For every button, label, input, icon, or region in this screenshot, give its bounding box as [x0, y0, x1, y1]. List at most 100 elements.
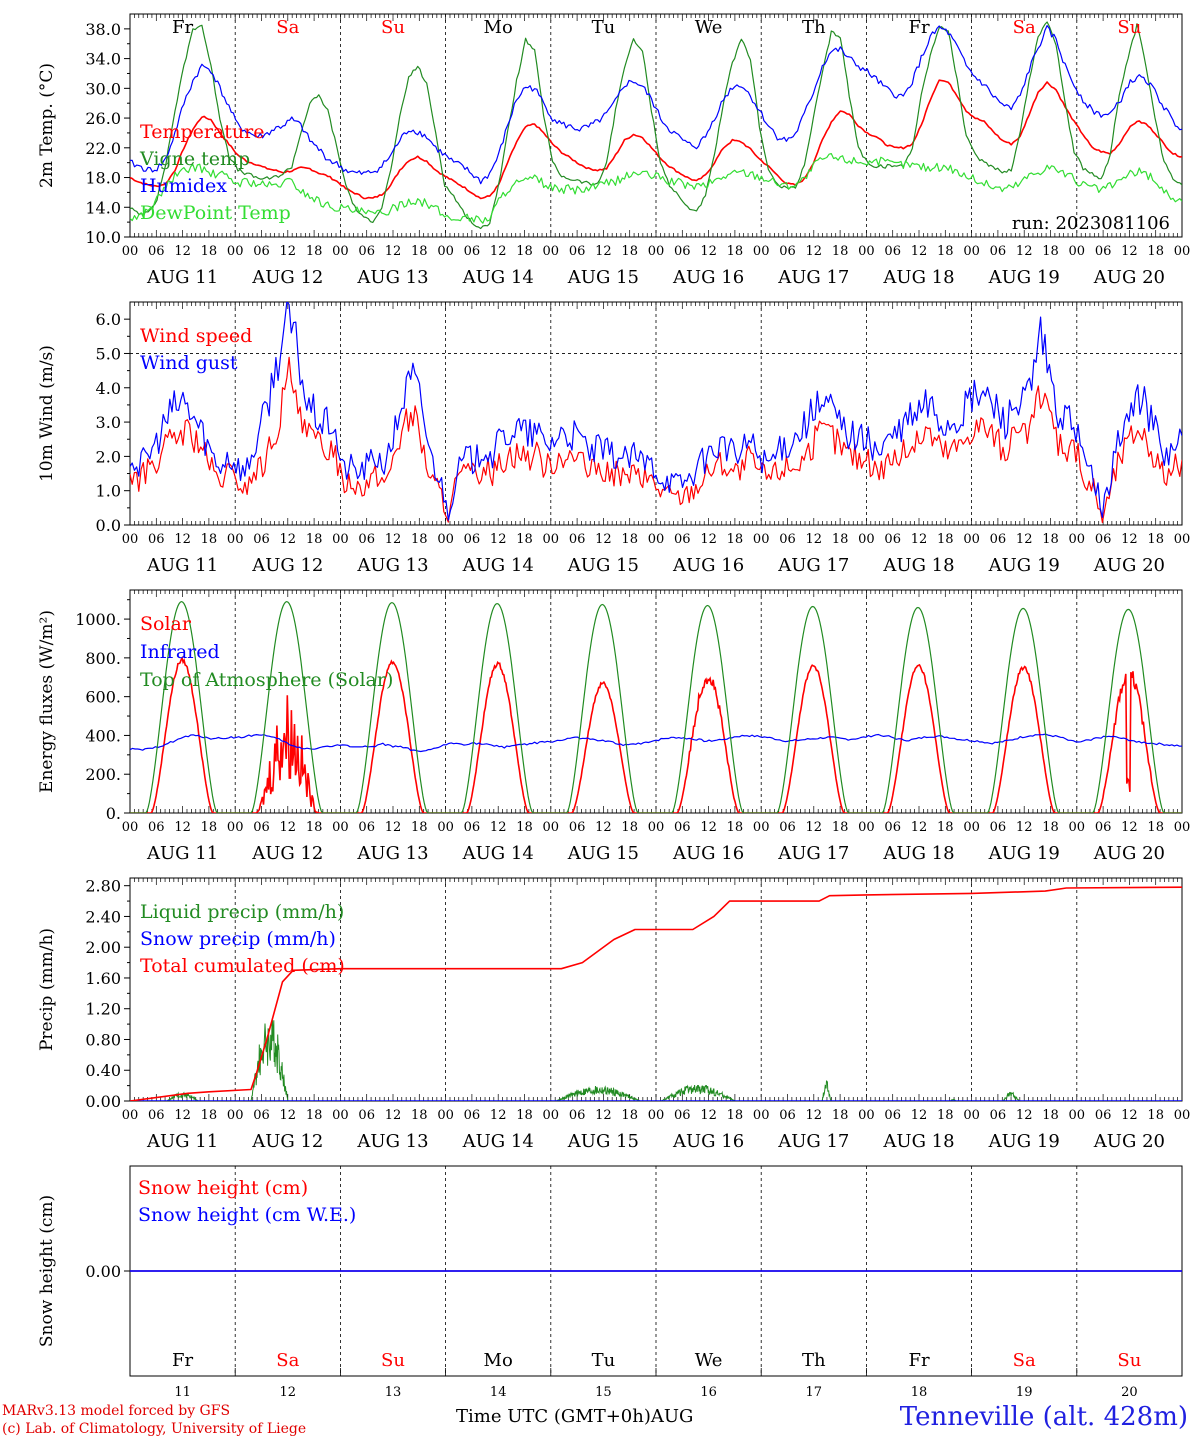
date-label: AUG 17	[777, 1131, 849, 1152]
hour-label: 12	[385, 244, 402, 259]
legend-entry: Vigne temp	[139, 148, 250, 170]
hour-label: 18	[832, 1108, 849, 1123]
hour-label: 12	[490, 1108, 507, 1123]
hour-label: 18	[1147, 820, 1164, 835]
hour-label: 18	[306, 1108, 323, 1123]
hour-label: 12	[806, 820, 823, 835]
hour-label: 18	[832, 244, 849, 259]
y-tick-label: 34.0	[85, 50, 121, 69]
hour-label: 18	[621, 532, 638, 547]
date-label: AUG 17	[777, 555, 849, 576]
y-tick-label: 2.80	[85, 877, 121, 896]
hour-label: 00	[963, 1108, 980, 1123]
hour-label: 12	[1016, 1108, 1033, 1123]
hour-label: 06	[358, 532, 375, 547]
y-tick-label: 14.0	[85, 198, 121, 217]
hour-label: 06	[358, 820, 375, 835]
date-label: AUG 17	[777, 267, 849, 288]
hour-label: 00	[963, 532, 980, 547]
hour-label: 18	[201, 532, 218, 547]
legend-entry: Wind gust	[140, 352, 238, 374]
date-label: AUG 15	[567, 267, 639, 288]
series-vigne-temp	[130, 21, 1182, 230]
day-number: 12	[280, 1385, 297, 1400]
legend-entry: Humidex	[140, 175, 227, 197]
hour-label: 12	[385, 1108, 402, 1123]
hour-label: 00	[858, 1108, 875, 1123]
weekday-label: Su	[1117, 1350, 1141, 1371]
model-credit: MARv3.13 model forced by GFS	[2, 1403, 231, 1419]
weekday-label: Sa	[276, 1350, 299, 1371]
hour-label: 18	[621, 244, 638, 259]
hour-label: 06	[990, 532, 1007, 547]
hour-label: 18	[1042, 820, 1059, 835]
date-label: AUG 19	[988, 1131, 1060, 1152]
hour-label: 00	[227, 532, 244, 547]
date-label: AUG 14	[462, 555, 534, 576]
hour-label: 12	[911, 820, 928, 835]
date-label: AUG 11	[146, 555, 218, 576]
hour-label: 18	[411, 820, 428, 835]
weekday-label: Tu	[592, 17, 616, 38]
hour-label: 12	[280, 244, 297, 259]
hour-label: 06	[464, 532, 481, 547]
hour-label: 06	[884, 532, 901, 547]
legend-entry: Snow height (cm W.E.)	[138, 1204, 356, 1226]
legend-entry: DewPoint Temp	[140, 202, 291, 224]
hour-label: 00	[332, 1108, 349, 1123]
hour-label: 00	[1069, 532, 1086, 547]
hour-label: 12	[490, 820, 507, 835]
series-top-of-atmosphere-solar	[130, 600, 1182, 813]
date-label: AUG 13	[356, 1131, 428, 1152]
hour-label: 06	[148, 532, 165, 547]
hour-label: 18	[727, 532, 744, 547]
panel-3	[124, 589, 1183, 814]
hour-label: 12	[700, 244, 717, 259]
series-liquid-precip-mm-h	[130, 1018, 1182, 1101]
hour-label: 06	[569, 820, 586, 835]
hour-label: 00	[753, 244, 770, 259]
hour-label: 12	[1121, 532, 1138, 547]
hour-label: 06	[1095, 532, 1112, 547]
hour-label: 00	[1174, 820, 1191, 835]
hour-label: 12	[385, 820, 402, 835]
hour-label: 06	[148, 820, 165, 835]
hour-label: 06	[358, 1108, 375, 1123]
hour-label: 12	[1016, 532, 1033, 547]
legend-entry: Infrared	[140, 641, 220, 663]
hour-label: 00	[858, 244, 875, 259]
hour-label: 00	[437, 820, 454, 835]
hour-label: 00	[648, 820, 665, 835]
hour-label: 00	[858, 532, 875, 547]
series-temperature	[130, 79, 1182, 200]
hour-label: 00	[648, 244, 665, 259]
weekday-label: Tu	[592, 1350, 616, 1371]
date-label: AUG 20	[1093, 843, 1165, 864]
weekday-label: We	[695, 1350, 723, 1371]
legend-entry: Top of Atmosphere (Solar)	[140, 669, 393, 691]
date-label: AUG 12	[251, 555, 323, 576]
date-label: AUG 19	[988, 843, 1060, 864]
date-label: AUG 16	[672, 843, 744, 864]
y-tick-label: 4.0	[96, 379, 121, 398]
hour-label: 06	[253, 820, 270, 835]
y-tick-label: 22.0	[85, 139, 121, 158]
date-label: AUG 15	[567, 843, 639, 864]
hour-label: 12	[490, 244, 507, 259]
hour-label: 12	[1121, 1108, 1138, 1123]
lab-credit: (c) Lab. of Climatology, University of L…	[2, 1421, 307, 1437]
hour-label: 12	[280, 532, 297, 547]
y-tick-label: 1.20	[85, 1000, 121, 1019]
y-tick-label: 0.0	[96, 516, 121, 535]
hour-label: 18	[411, 532, 428, 547]
hour-label: 12	[595, 1108, 612, 1123]
hour-label: 06	[148, 1108, 165, 1123]
hour-label: 00	[332, 244, 349, 259]
hour-label: 00	[648, 532, 665, 547]
hour-label: 06	[569, 1108, 586, 1123]
hour-label: 18	[832, 820, 849, 835]
hour-label: 12	[174, 820, 191, 835]
series-wind-gust	[130, 302, 1182, 521]
hour-label: 18	[516, 244, 533, 259]
hour-label: 00	[753, 532, 770, 547]
